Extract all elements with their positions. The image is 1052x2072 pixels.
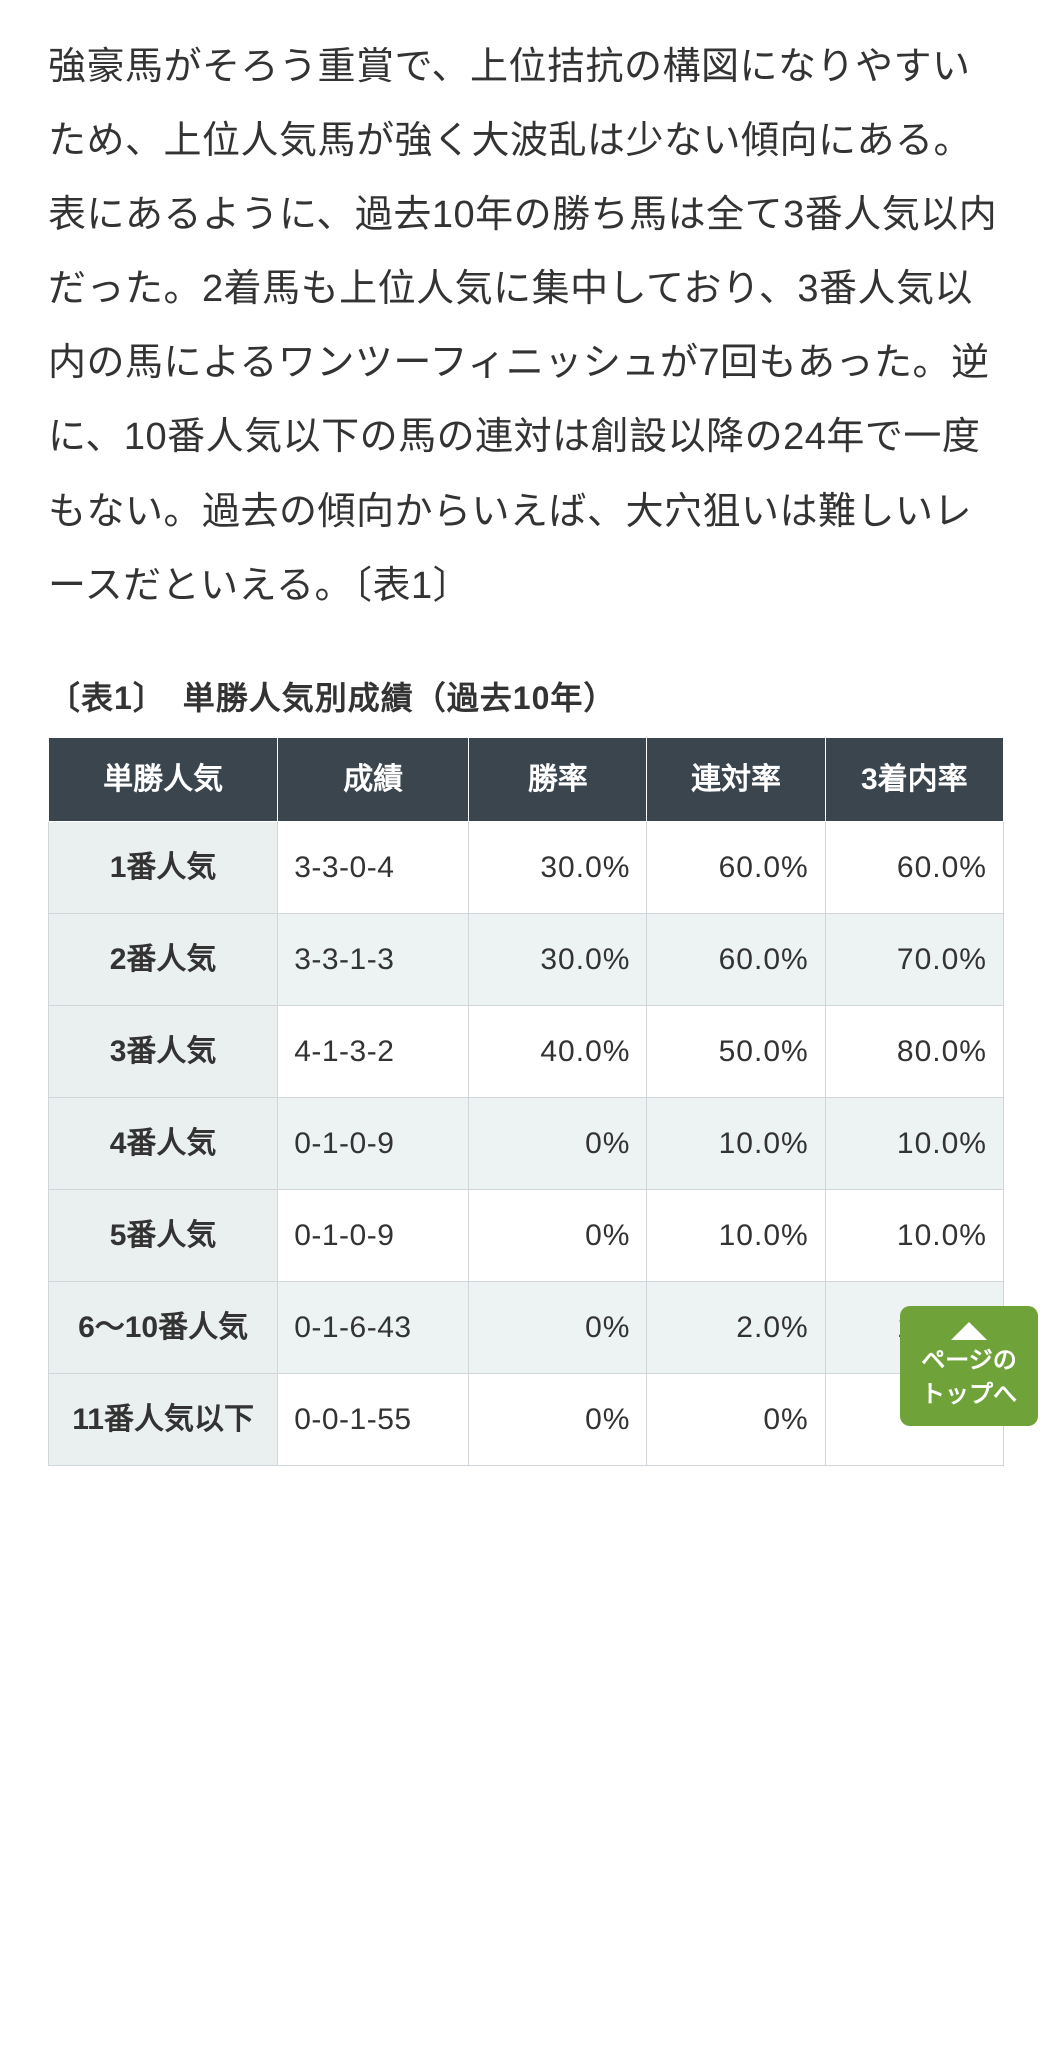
cell-win: 0% <box>469 1189 647 1281</box>
cell-popularity: 5番人気 <box>49 1189 278 1281</box>
col-header-chakunai: 3着内率 <box>825 737 1003 821</box>
col-header-win: 勝率 <box>469 737 647 821</box>
cell-win: 0% <box>469 1373 647 1465</box>
col-header-record: 成績 <box>278 737 469 821</box>
cell-record: 0-1-6-43 <box>278 1281 469 1373</box>
cell-rentai: 10.0% <box>647 1189 825 1281</box>
cell-rentai: 2.0% <box>647 1281 825 1373</box>
table-row: 2番人気 3-3-1-3 30.0% 60.0% 70.0% <box>49 913 1004 1005</box>
cell-rentai: 0% <box>647 1373 825 1465</box>
cell-win: 0% <box>469 1097 647 1189</box>
cell-rentai: 10.0% <box>647 1097 825 1189</box>
cell-chakunai: 60.0% <box>825 821 1003 913</box>
cell-chakunai: 10.0% <box>825 1097 1003 1189</box>
cell-rentai: 50.0% <box>647 1005 825 1097</box>
cell-win: 30.0% <box>469 913 647 1005</box>
table-header-row: 単勝人気 成績 勝率 連対率 3着内率 <box>49 737 1004 821</box>
cell-chakunai: 70.0% <box>825 913 1003 1005</box>
col-header-rentai: 連対率 <box>647 737 825 821</box>
cell-record: 3-3-0-4 <box>278 821 469 913</box>
table-row: 5番人気 0-1-0-9 0% 10.0% 10.0% <box>49 1189 1004 1281</box>
cell-win: 40.0% <box>469 1005 647 1097</box>
table-row: 4番人気 0-1-0-9 0% 10.0% 10.0% <box>49 1097 1004 1189</box>
cell-chakunai: 80.0% <box>825 1005 1003 1097</box>
page-top-label-2: トップへ <box>921 1380 1017 1410</box>
cell-win: 30.0% <box>469 821 647 913</box>
cell-popularity: 4番人気 <box>49 1097 278 1189</box>
table-row: 6～10番人気 0-1-6-43 0% 2.0% 14.0% <box>49 1281 1004 1373</box>
cell-popularity: 3番人気 <box>49 1005 278 1097</box>
cell-record: 0-1-0-9 <box>278 1097 469 1189</box>
cell-rentai: 60.0% <box>647 821 825 913</box>
arrow-up-icon <box>951 1322 987 1340</box>
cell-popularity: 6～10番人気 <box>49 1281 278 1373</box>
cell-win: 0% <box>469 1281 647 1373</box>
table-row: 11番人気以下 0-0-1-55 0% 0% <box>49 1373 1004 1465</box>
table-row: 3番人気 4-1-3-2 40.0% 50.0% 80.0% <box>49 1005 1004 1097</box>
cell-popularity: 2番人気 <box>49 913 278 1005</box>
cell-chakunai: 10.0% <box>825 1189 1003 1281</box>
table-title: 〔表1〕 単勝人気別成績（過去10年） <box>48 673 1004 719</box>
cell-record: 4-1-3-2 <box>278 1005 469 1097</box>
cell-popularity: 11番人気以下 <box>49 1373 278 1465</box>
cell-record: 0-1-0-9 <box>278 1189 469 1281</box>
cell-popularity: 1番人気 <box>49 821 278 913</box>
page-top-label-1: ページの <box>921 1346 1017 1376</box>
cell-record: 0-0-1-55 <box>278 1373 469 1465</box>
col-header-popularity: 単勝人気 <box>49 737 278 821</box>
cell-record: 3-3-1-3 <box>278 913 469 1005</box>
article-paragraph: 強豪馬がそろう重賞で、上位拮抗の構図になりやすいため、上位人気馬が強く大波乱は少… <box>48 30 1004 623</box>
table-row: 1番人気 3-3-0-4 30.0% 60.0% 60.0% <box>49 821 1004 913</box>
page-top-button[interactable]: ページの トップへ <box>900 1306 1038 1426</box>
popularity-results-table: 単勝人気 成績 勝率 連対率 3着内率 1番人気 3-3-0-4 30.0% 6… <box>48 737 1004 1466</box>
cell-rentai: 60.0% <box>647 913 825 1005</box>
